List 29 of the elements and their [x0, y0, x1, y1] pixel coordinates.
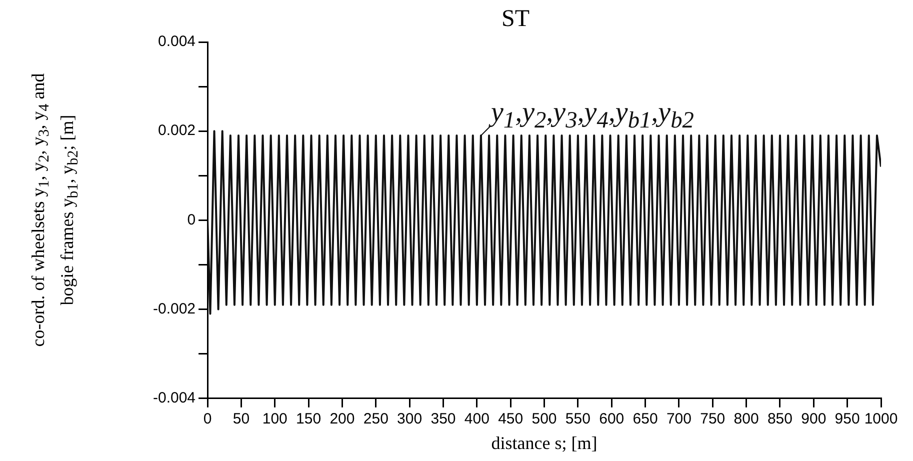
- y-tick-label: 0.004: [158, 33, 196, 50]
- x-tick-label: 350: [430, 410, 456, 428]
- x-tick-label: 200: [330, 410, 355, 428]
- x-tick-label: 500: [532, 410, 557, 428]
- x-tick-label: 50: [232, 410, 250, 428]
- x-tick-label: 700: [666, 410, 692, 428]
- x-tick-label: 300: [397, 410, 422, 428]
- x-axis-title: distance s; [m]: [491, 432, 598, 453]
- x-tick-label: 600: [599, 410, 624, 428]
- x-tick-label: 950: [834, 410, 860, 428]
- x-tick-label: 150: [296, 410, 322, 428]
- text: y$_{1}$,y$_{2}$,y$_{3}$,y$_{4}$,y$_{b1}$,y$_{b2}$: [490, 96, 694, 134]
- x-tick-label: 0: [203, 410, 212, 428]
- x-tick-label: 850: [767, 410, 792, 428]
- x-tick-label: 650: [632, 410, 658, 428]
- y-tick-label: -0.004: [152, 390, 196, 407]
- y-tick-label: 0.002: [158, 122, 196, 140]
- x-tick-label: 900: [801, 410, 826, 428]
- x-tick-label: 800: [734, 410, 759, 428]
- y-tick-label: 0: [187, 211, 196, 228]
- x-tick-label: 750: [700, 410, 726, 428]
- chart-title: ST: [500, 6, 530, 33]
- x-tick-label: 100: [262, 410, 288, 428]
- y-tick-label: -0.002: [152, 300, 196, 318]
- x-tick-label: 1000: [864, 410, 898, 428]
- x-tick-label: 550: [565, 410, 590, 428]
- x-tick-label: 250: [363, 410, 388, 428]
- x-tick-label: 400: [464, 410, 490, 428]
- x-tick-label: 450: [498, 410, 524, 428]
